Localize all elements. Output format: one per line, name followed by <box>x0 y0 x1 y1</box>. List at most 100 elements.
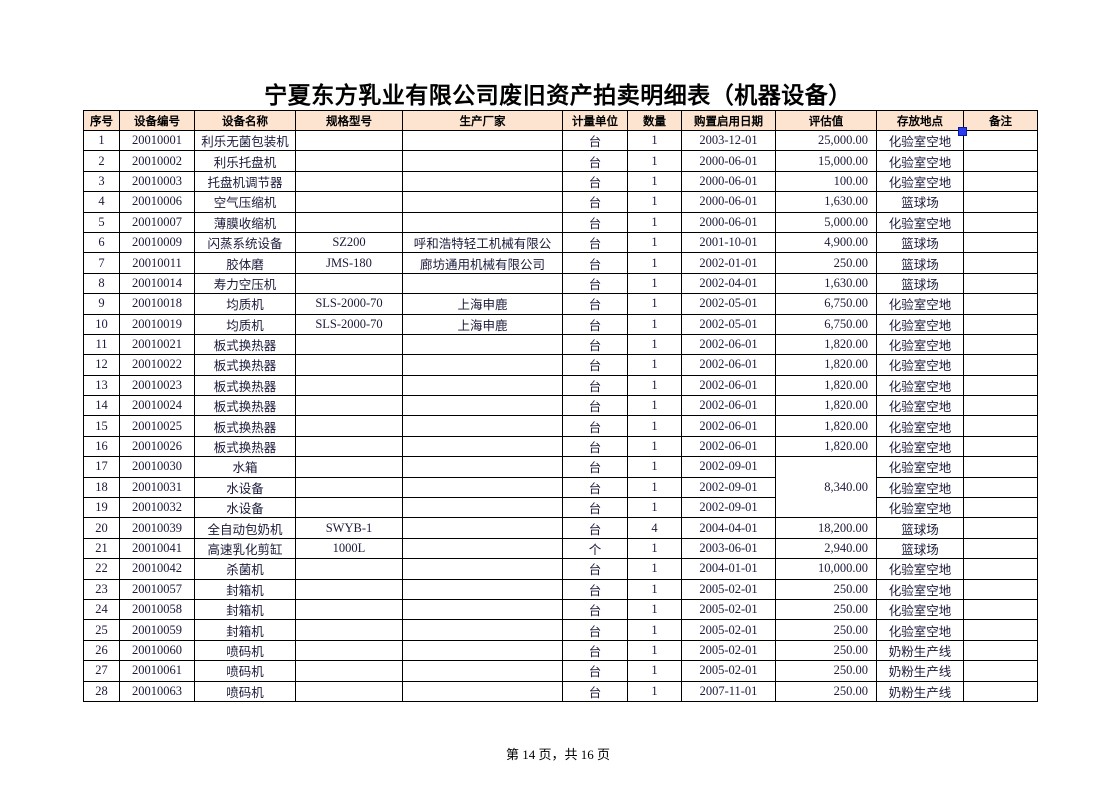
cell-quantity: 1 <box>627 456 682 478</box>
cell-seq: 11 <box>83 333 120 356</box>
table-row: 9 20010018 均质机 SLS-2000-70 上海申鹿台 1 2002-05-01 6… <box>83 293 1038 315</box>
cell-asset-name: 托盘机调节器 <box>194 170 296 193</box>
cell-seq: 23 <box>83 578 120 600</box>
cell-purchase-date: 2003-12-01 <box>681 129 776 152</box>
cell-asset-code: 20010060 <box>119 639 195 662</box>
cell-quantity: 1 <box>627 578 682 600</box>
cell-manufacturer <box>402 129 563 152</box>
cell-seq: 22 <box>83 558 120 580</box>
cell-quantity: 1 <box>627 558 682 580</box>
cell-manufacturer <box>402 395 563 417</box>
cell-asset-name: 均质机 <box>194 313 296 335</box>
cell-asset-name: 杀菌机 <box>194 558 296 580</box>
cell-manufacturer <box>402 415 563 437</box>
cell-unit: 台 <box>562 476 628 499</box>
cell-location: 化验室空地 <box>876 354 964 376</box>
cell-appraised-value: 6,750.00 <box>775 293 877 315</box>
cell-asset-name: 利乐无菌包装机 <box>194 129 296 152</box>
cell-seq: 20 <box>83 517 120 539</box>
cell-manufacturer <box>402 517 563 539</box>
cell-asset-name: 封箱机 <box>194 598 296 621</box>
cell-asset-code: 20010002 <box>119 150 195 172</box>
table-row: 6 20010009 闪蒸系统设备 SZ200 呼和浩特轻工机械有限公台 1 2001-10… <box>83 231 1038 254</box>
cell-seq: 15 <box>83 415 120 437</box>
cell-model <box>295 354 403 376</box>
cell-unit: 台 <box>562 558 628 580</box>
cell-manufacturer <box>402 456 563 478</box>
table-row: 26 20010060 喷码机 台 1 2005-02-01 250.00 奶粉生产线 <box>83 639 1038 662</box>
cell-seq: 25 <box>83 619 120 641</box>
cell-model <box>295 374 403 397</box>
table-row: 2 20010002 利乐托盘机 台 1 2000-06-01 15,000.00 化验室空地 <box>83 150 1038 172</box>
cell-purchase-date: 2002-06-01 <box>681 415 776 437</box>
table-row: 19 20010032 水设备 台 1 2002-09-01 化验室空地 <box>83 497 1038 519</box>
cell-asset-code: 20010018 <box>119 293 195 315</box>
cell-appraised-value: 250.00 <box>775 598 877 621</box>
cell-remarks <box>963 211 1038 233</box>
cell-model <box>295 619 403 641</box>
cell-asset-code: 20010011 <box>119 252 195 274</box>
cell-seq: 12 <box>83 354 120 376</box>
cell-model <box>295 150 403 172</box>
cell-purchase-date: 2007-11-01 <box>681 680 776 702</box>
cell-asset-code: 20010058 <box>119 598 195 621</box>
cell-seq: 9 <box>83 293 120 315</box>
cell-manufacturer <box>402 598 563 621</box>
cell-asset-name: 喷码机 <box>194 639 296 662</box>
cell-asset-name: 板式换热器 <box>194 374 296 397</box>
cell-model <box>295 170 403 193</box>
cell-purchase-date: 2000-06-01 <box>681 211 776 233</box>
cell-model <box>295 435 403 458</box>
cell-location: 化验室空地 <box>876 293 964 315</box>
cell-remarks <box>963 374 1038 397</box>
cell-manufacturer: 呼和浩特轻工机械有限公 <box>402 231 563 254</box>
cell-asset-code: 20010022 <box>119 354 195 376</box>
cell-manufacturer <box>402 272 563 295</box>
cell-purchase-date: 2002-09-01 <box>681 497 776 519</box>
cell-unit: 台 <box>562 639 628 662</box>
cell-manufacturer <box>402 537 563 560</box>
cell-quantity: 1 <box>627 354 682 376</box>
cell-appraised-value: 1,820.00 <box>775 354 877 376</box>
cell-asset-code: 20010039 <box>119 517 195 539</box>
cell-location: 化验室空地 <box>876 476 964 499</box>
table-row: 1 20010001 利乐无菌包装机台 1 2003-12-01 25,000.00 化验室… <box>83 129 1038 152</box>
cell-asset-name: 水设备 <box>194 476 296 499</box>
cell-asset-code: 20010059 <box>119 619 195 641</box>
cell-asset-code: 20010006 <box>119 191 195 213</box>
table-row: 17 20010030 水箱台 1 2002-09-01 8,340.00 化验室空地 <box>83 456 1038 519</box>
cell-purchase-date: 2002-06-01 <box>681 354 776 376</box>
cell-manufacturer <box>402 476 563 499</box>
cell-appraised-value: 1,820.00 <box>775 374 877 397</box>
cell-location: 化验室空地 <box>876 129 964 152</box>
cell-remarks <box>963 354 1038 376</box>
table-row: 5 20010007 薄膜收缩机 台 1 2000-06-01 5,000.00 化验室空地 <box>83 211 1038 233</box>
cell-purchase-date: 2002-04-01 <box>681 272 776 295</box>
cell-appraised-value: 1,820.00 <box>775 415 877 437</box>
cell-quantity: 1 <box>627 598 682 621</box>
cell-manufacturer <box>402 619 563 641</box>
cell-quantity: 1 <box>627 680 682 702</box>
cell-purchase-date: 2002-05-01 <box>681 313 776 335</box>
cell-location: 化验室空地 <box>876 333 964 356</box>
table-row: 20 20010039 全自动包奶机 SWYB-1 台 4 2004-04-01 18,200… <box>83 517 1038 539</box>
cell-location: 化验室空地 <box>876 598 964 621</box>
selection-handle-icon[interactable] <box>958 127 967 136</box>
cell-remarks <box>963 272 1038 295</box>
cell-manufacturer <box>402 333 563 356</box>
cell-purchase-date: 2005-02-01 <box>681 639 776 662</box>
table-row: 11 20010021 板式换热器 台 1 2002-06-01 1,820.00 化验室空地 <box>83 333 1038 356</box>
header-unit: 计量单位 <box>562 110 628 131</box>
header-remarks: 备注 <box>963 110 1038 131</box>
cell-asset-name: 空气压缩机 <box>194 191 296 213</box>
cell-quantity: 1 <box>627 231 682 254</box>
cell-location: 化验室空地 <box>876 211 964 233</box>
cell-appraised-value: 250.00 <box>775 252 877 274</box>
cell-manufacturer <box>402 150 563 172</box>
page-title: 宁夏东方乳业有限公司废旧资产拍卖明细表（机器设备） <box>264 83 852 109</box>
header-quantity: 数量 <box>627 110 682 131</box>
cell-quantity: 1 <box>627 272 682 295</box>
cell-seq: 5 <box>83 211 120 233</box>
cell-purchase-date: 2004-01-01 <box>681 558 776 580</box>
table-row: 25 20010059 封箱机 台 1 2005-02-01 250.00 化验室空地 <box>83 619 1038 641</box>
